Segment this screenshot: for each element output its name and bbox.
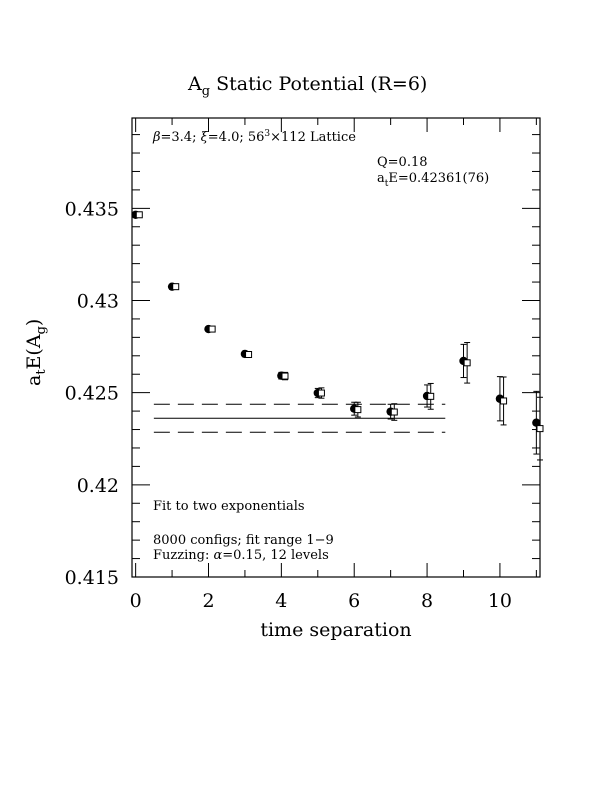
x-tick-label: 10 [488,590,512,612]
data-point-square [427,392,435,400]
x-axis-label: time separation [260,619,411,641]
y-tick-label: 0.415 [65,567,119,589]
data-point-square [354,406,362,414]
chart-title: Ag Static Potential (R=6) [187,73,427,99]
tick-labels: 0 2 4 6 8 10 0.415 0.42 0.425 0.43 0.435 [65,198,512,612]
data-point-square [390,408,398,416]
configs-note: 8000 configs; fit range 1−9 [153,533,334,548]
plot-frame [131,117,541,578]
x-tick-label: 2 [202,590,214,612]
x-tick-label: 8 [421,590,433,612]
lattice-annotation: β=3.4; ξ=4.0; 563×112 Lattice [152,129,356,145]
data-point-square [245,351,253,359]
data-point-square [281,372,289,380]
data-point-square [135,211,143,219]
y-tick-label: 0.42 [77,475,119,497]
x-tick-label: 6 [348,590,360,612]
axis-ticks [132,118,540,578]
x-tick-label: 0 [130,590,142,612]
data-point-square [463,359,471,367]
data-points [131,210,544,461]
fit-quality: Q=0.18 [377,155,428,170]
fit-lines [153,403,446,433]
data-point-square [500,397,508,405]
data-point-square [172,283,180,291]
data-point-square [536,425,544,433]
x-tick-label: 4 [275,590,287,612]
fit-method: Fit to two exponentials [153,499,305,514]
data-point-square [317,389,325,397]
y-axis-label: atE(Ag) [23,319,49,386]
fuzzing-note: Fuzzing: α=0.15, 12 levels [153,548,329,563]
data-point-circle [532,418,541,427]
fit-energy: atE=0.42361(76) [377,171,489,189]
y-tick-label: 0.43 [77,290,119,312]
y-tick-label: 0.425 [65,383,119,405]
y-tick-label: 0.435 [65,198,119,220]
data-point-square [208,325,216,333]
